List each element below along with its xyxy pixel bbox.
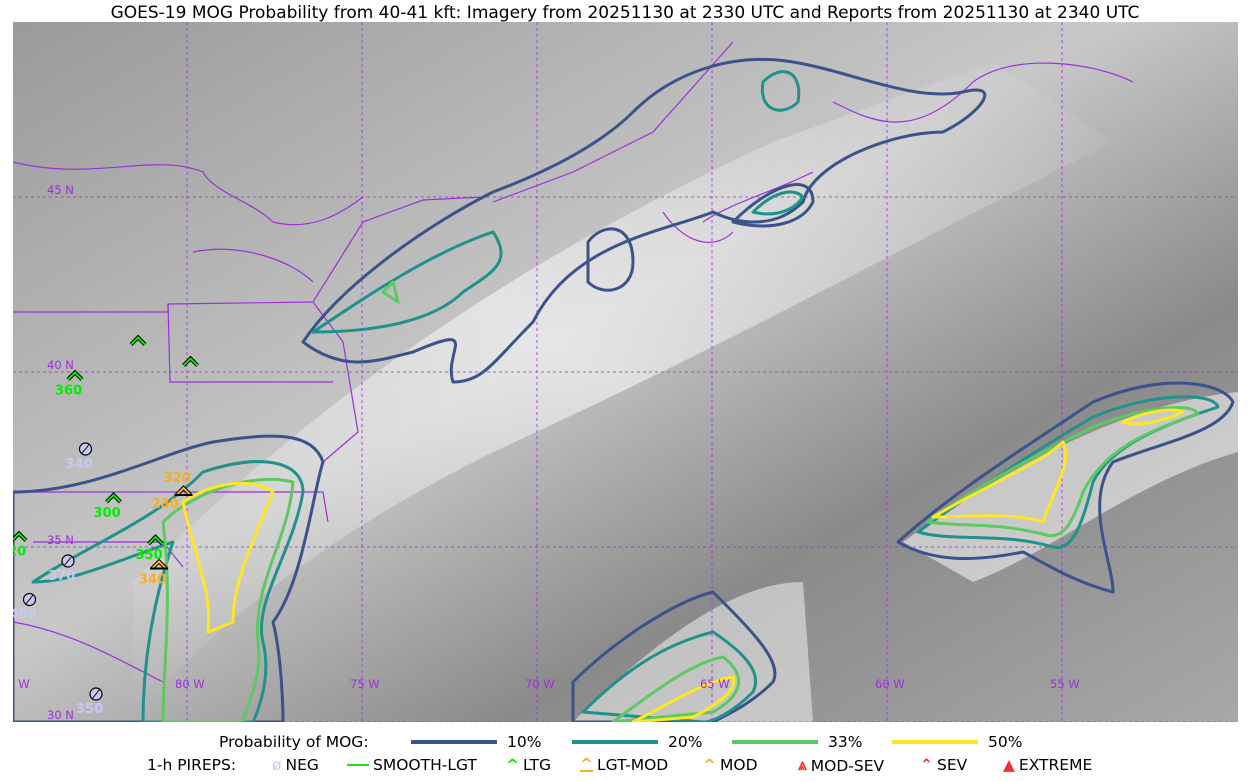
caret-icon	[130, 336, 146, 346]
prob-legend-label: Probability of MOG:	[219, 733, 369, 751]
map-title: GOES-19 MOG Probability from 40-41 kft: …	[110, 3, 1140, 23]
line-swatch-icon	[732, 740, 818, 744]
lon-label: 80 W	[175, 677, 205, 691]
pirep-altitude: 340	[66, 457, 93, 472]
pirep-mod: 340	[139, 558, 168, 588]
pirep-item-neg: ø NEG	[272, 756, 319, 774]
prob-contours	[13, 58, 1235, 722]
lat-label: 35 N	[47, 533, 74, 547]
pirep-item-extreme: ▲ EXTREME	[1003, 756, 1093, 774]
pirep-altitude: 300	[94, 506, 121, 521]
null-slash-icon	[63, 555, 73, 567]
caret-icon	[175, 486, 192, 496]
pirep-item-lgt-mod: ^ LGT-MOD	[580, 755, 669, 774]
graticule-labels: 85 W 80 W 75 W 70 W 65 W 60 W 55 W 45 N 40 N 35 N…	[13, 183, 1080, 722]
graticule	[13, 22, 1238, 722]
pirep-altitude: 280	[152, 497, 179, 512]
line-swatch-icon	[892, 740, 978, 744]
pirep-legend-label: 1-h PIREPS:	[147, 756, 237, 774]
lat-label: 30 N	[47, 708, 74, 722]
lon-label: 60 W	[875, 677, 905, 691]
prob-item-10: 10%	[411, 733, 541, 751]
double-caret-icon: ⌃	[920, 756, 933, 774]
line-swatch-icon	[411, 740, 497, 744]
pirep-item-sev: ⌃ SEV	[920, 756, 968, 774]
cloud-band-se	[573, 582, 813, 722]
pirep-neg: 340	[66, 442, 93, 472]
cloud-band	[133, 62, 1113, 722]
caret-icon	[151, 560, 167, 570]
caret-icon	[147, 535, 164, 545]
pirep-ltg: 360	[55, 369, 84, 399]
lon-label: 65 W	[700, 677, 730, 691]
cloud-band-east	[903, 392, 1238, 582]
pirep-item-smooth-lgt: SMOOTH-LGT	[347, 756, 477, 774]
pirep-altitude: 400	[13, 608, 37, 623]
prob-item-50: 50%	[892, 733, 1022, 751]
filled-triangle-icon: ▲	[1003, 756, 1015, 774]
pirep-ltg	[182, 355, 199, 367]
caret-icon	[105, 493, 122, 503]
pirep-item-mod-sev: ⩓ MOD-SEV	[798, 756, 885, 775]
pirep-neg: 350	[76, 687, 103, 717]
caret-bar-icon: ^	[580, 755, 593, 773]
satellite-map: 85 W 80 W 75 W 70 W 65 W 60 W 55 W 45 N 40 N 35 N…	[13, 22, 1238, 722]
pirep-ltg: 300	[94, 492, 122, 521]
pirep-neg: 400	[13, 592, 37, 623]
pirep-item-mod: ^ MOD	[703, 756, 758, 774]
lat-label: 45 N	[47, 183, 74, 197]
caret-icon	[67, 371, 83, 381]
lon-label: 85 W	[13, 677, 30, 691]
null-slash-icon	[91, 688, 101, 700]
line-swatch-icon	[572, 740, 658, 744]
null-slash-icon	[81, 443, 90, 455]
pirep-altitude: 340	[139, 573, 166, 588]
pirep-layer: 360 340 320 280 300 320 350 340 370 400 350	[13, 334, 199, 717]
lat-label: 40 N	[47, 358, 74, 372]
pirep-neg: 370	[48, 554, 75, 584]
caret-icon: ^	[703, 756, 716, 774]
pirep-altitude: 350	[76, 702, 103, 717]
pirep-ltg: 320	[13, 530, 28, 560]
caret-icon: ^	[506, 756, 519, 774]
lon-label: 70 W	[525, 677, 555, 691]
pirep-altitude: 320	[13, 545, 26, 560]
null-slash-icon	[25, 594, 34, 605]
caret-icon	[182, 357, 199, 367]
caret-icon	[13, 532, 27, 542]
pirep-mod: 320 280	[152, 471, 193, 512]
pirep-ltg: 350	[136, 534, 164, 563]
lon-label: 55 W	[1050, 677, 1080, 691]
line-icon	[347, 764, 369, 766]
double-caret-bar-icon: ⩓	[798, 756, 807, 774]
pirep-altitude: 370	[48, 569, 75, 584]
prob-item-20: 20%	[572, 733, 702, 751]
borders	[13, 41, 1134, 683]
null-circle-icon: ø	[272, 756, 282, 774]
prob-item-33: 33%	[732, 733, 862, 751]
pirep-item-ltg: ^ LTG	[506, 756, 551, 774]
pirep-altitude: 360	[55, 384, 82, 399]
pirep-altitude: 350	[136, 548, 163, 563]
lon-label: 75 W	[350, 677, 380, 691]
pirep-altitude: 320	[164, 471, 191, 486]
pirep-ltg	[129, 334, 147, 346]
